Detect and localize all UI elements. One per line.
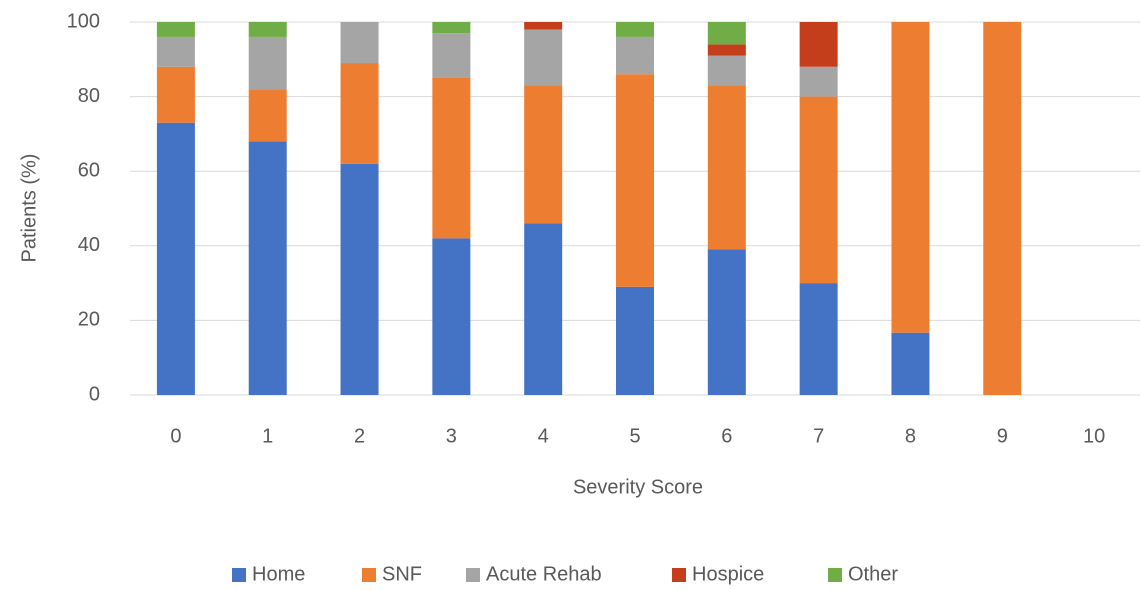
bar-segment [524,22,563,30]
legend-label: Hospice [692,563,764,585]
bar-segment [707,44,746,56]
bar-segment [524,29,563,86]
bar-segment [616,286,654,395]
bar-segment [707,85,746,250]
bar-segment [248,89,287,142]
bar-segment [707,249,746,395]
y-tick-label: 80 [78,85,100,107]
x-tick-label: 0 [170,425,181,447]
y-tick-label: 60 [78,159,100,181]
bar-segment [799,22,838,67]
x-tick-label: 2 [354,425,365,447]
bar-segment [799,66,838,97]
bar-segment [432,77,471,239]
legend-label: Acute Rehab [486,563,602,585]
bar-segment [799,96,838,284]
x-axis-title: Severity Score [573,476,703,498]
x-tick-label: 10 [1083,425,1105,447]
bar-segment [983,22,1022,395]
bar-segment [340,163,379,395]
legend-label: SNF [382,563,422,585]
bar-segment [616,36,654,75]
y-axis-title: Patients (%) [18,154,40,263]
legend-swatch [362,568,376,582]
bar-segment [248,141,287,395]
bar-segment [156,66,195,123]
bar-segment [524,223,563,395]
bar-segment [156,36,195,67]
x-tick-label: 8 [905,425,916,447]
bar-segment [432,22,471,34]
legend-swatch [828,568,842,582]
y-tick-label: 40 [78,234,100,256]
bar-segment [891,22,930,333]
bar-segment [248,22,287,37]
bar-segment [156,22,195,37]
x-tick-label: 9 [997,425,1008,447]
x-tick-label: 7 [813,425,824,447]
y-tick-label: 0 [89,383,100,405]
x-tick-label: 1 [262,425,273,447]
legend-swatch [232,568,246,582]
x-tick-label: 3 [446,425,457,447]
bar-segment [799,283,838,395]
bar-segment [340,63,379,164]
bar-segment [432,238,471,395]
y-tick-label: 20 [78,309,100,331]
bar-segment [156,122,195,396]
x-tick-label: 5 [629,425,640,447]
x-tick-label: 6 [721,425,732,447]
bar-segment [432,33,471,78]
bar-segment [524,85,563,224]
bar-segment [707,55,746,86]
bar-segment [616,22,654,37]
legend-label: Other [848,563,898,585]
bar-segment [891,332,930,395]
legend-label: Home [252,563,305,585]
y-tick-label: 100 [67,10,100,32]
bar-segment [707,22,746,45]
bar-segment [340,22,379,64]
legend-swatch [466,568,480,582]
bar-segment [616,74,654,287]
x-tick-label: 4 [538,425,549,447]
bar-segment [248,36,287,90]
legend-swatch [672,568,686,582]
